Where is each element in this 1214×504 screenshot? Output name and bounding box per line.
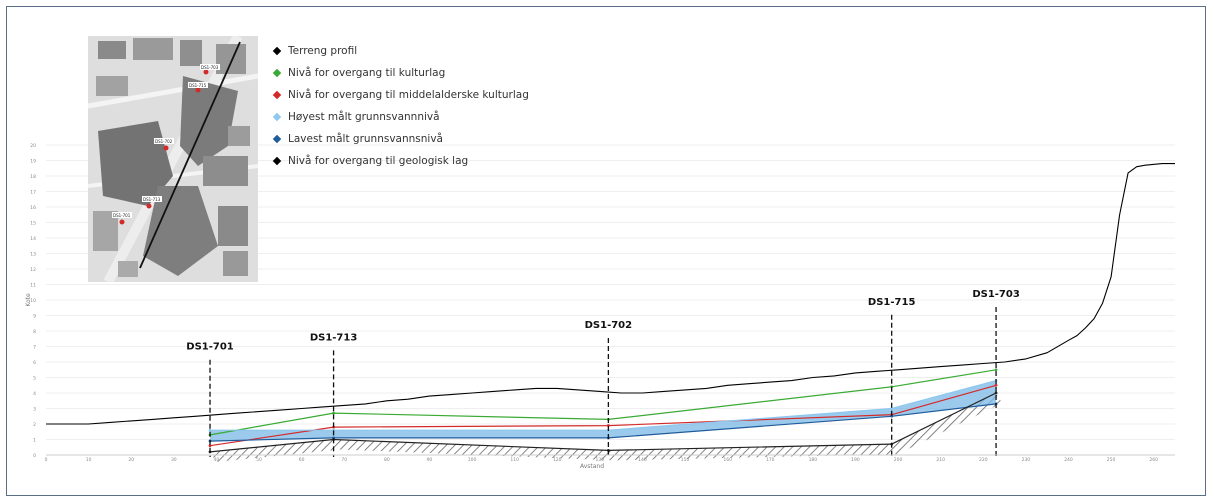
legend-item-medieval-layer: Nivå for overgang til middelalderske kul… (272, 84, 529, 106)
y-tick-label: 5 (33, 376, 36, 382)
x-tick-label: 170 (766, 457, 775, 463)
x-tick-label: 110 (510, 457, 519, 463)
data-point (890, 407, 894, 410)
map-label-ds1-701: DS1-701 (113, 213, 131, 218)
x-tick-label: 220 (979, 457, 988, 463)
legend-label: Terreng profil (288, 45, 358, 57)
x-tick-label: 60 (299, 457, 305, 463)
x-tick-label: 80 (384, 457, 390, 463)
data-point (208, 444, 212, 448)
legend-label: Nivå for overgang til kulturlag (288, 67, 446, 79)
borehole-label: DS1-715 (868, 297, 916, 308)
data-point (994, 383, 998, 387)
borehole-label: DS1-702 (585, 320, 633, 331)
legend-marker (272, 46, 282, 56)
boreholes: DS1-701 DS1-713 DS1-702 DS1-715 DS1-703 (186, 289, 1020, 457)
x-tick-label: 130 (596, 457, 605, 463)
x-tick-label: 40 (214, 457, 220, 463)
x-tick-label: 20 (128, 457, 134, 463)
legend-item-geological-layer: Nivå for overgang til geologisk lag (272, 150, 529, 172)
x-tick-label: 30 (171, 457, 177, 463)
y-tick-label: 10 (30, 298, 36, 304)
legend-item-lowest-groundwater: Lavest målt grunnsvannsnivå (272, 128, 529, 150)
y-tick-label: 11 (30, 283, 36, 289)
x-tick-label: 90 (427, 457, 433, 463)
legend-item-terrain: Terreng profil (272, 40, 529, 62)
y-tick-label: 17 (30, 190, 36, 196)
y-tick-label: 2 (33, 422, 36, 428)
inset-map: DS1-703 DS1-715 DS1-702 DS1-713 DS1-701 (88, 36, 258, 282)
inset-map-image: DS1-703 DS1-715 DS1-702 DS1-713 DS1-701 (88, 36, 258, 282)
legend-label: Nivå for overgang til geologisk lag (288, 155, 469, 167)
map-label-ds1-715: DS1-715 (189, 83, 207, 88)
y-tick-label: 13 (30, 252, 36, 258)
y-tick-label: 14 (30, 236, 36, 242)
x-tick-label: 140 (638, 457, 647, 463)
y-tick-label: 4 (33, 391, 36, 397)
x-tick-label: 240 (1064, 457, 1073, 463)
y-tick-label: 7 (33, 345, 36, 351)
legend-label: Høyest målt grunnsvannnivå (288, 111, 440, 123)
y-tick-label: 20 (30, 143, 36, 149)
x-tick-label: 260 (1149, 457, 1158, 463)
x-tick-label: 200 (894, 457, 903, 463)
y-tick-label: 1 (33, 438, 36, 444)
y-tick-label: 12 (30, 267, 36, 273)
borehole-label: DS1-713 (310, 332, 358, 343)
map-label-ds1-703: DS1-703 (201, 65, 219, 70)
data-point (606, 424, 610, 427)
legend-marker (272, 68, 282, 78)
legend-item-cultural-layer: Nivå for overgang til kulturlag (272, 62, 529, 84)
legend-marker (272, 156, 282, 166)
legend-label: Nivå for overgang til middelalderske kul… (288, 89, 529, 101)
x-tick-label: 210 (936, 457, 945, 463)
y-tick-label: 16 (30, 205, 36, 211)
groundwater-band-fill (210, 380, 997, 442)
x-tick-label: 10 (86, 457, 92, 463)
legend-label: Lavest målt grunnsvannsnivå (288, 133, 443, 145)
data-point (332, 428, 335, 432)
y-tick-label: 19 (30, 159, 36, 165)
y-tick-label: 15 (30, 221, 36, 227)
map-label-ds1-702: DS1-702 (155, 139, 173, 144)
x-tick-label: 160 (723, 457, 732, 463)
legend-marker (272, 134, 282, 144)
x-tick-label: 230 (1022, 457, 1031, 463)
data-point (332, 411, 335, 415)
map-label-ds1-713: DS1-713 (143, 197, 161, 202)
data-point (208, 428, 212, 432)
x-tick-label: 150 (681, 457, 690, 463)
legend: Terreng profil Nivå for overgang til kul… (272, 40, 529, 172)
y-tick-label: 9 (33, 314, 36, 320)
x-tick-label: 50 (256, 457, 262, 463)
x-tick-label: 190 (851, 457, 860, 463)
y-axis-label: Kote (25, 293, 32, 307)
data-point (994, 391, 998, 395)
y-tick-label: 0 (33, 453, 36, 459)
terrain-line (46, 163, 1175, 425)
borehole-label: DS1-701 (186, 342, 234, 353)
inset-map-markers (119, 69, 209, 225)
x-tick-label: 100 (468, 457, 477, 463)
legend-item-highest-groundwater: Høyest målt grunnsvannnivå (272, 106, 529, 128)
data-point (890, 414, 894, 418)
x-tick-label: 0 (45, 457, 48, 463)
x-tick-label: 70 (341, 457, 347, 463)
y-tick-label: 3 (33, 407, 36, 413)
groundwater-band (210, 380, 1003, 462)
x-tick-label: 120 (553, 457, 562, 463)
x-tick-label: 250 (1107, 457, 1116, 463)
data-point (994, 368, 998, 372)
y-tick-label: 18 (30, 174, 36, 180)
legend-marker (272, 112, 282, 122)
x-tick-label: 180 (809, 457, 818, 463)
y-tick-label: 6 (33, 360, 36, 366)
legend-marker (272, 90, 282, 100)
y-tick-label: 8 (33, 329, 36, 335)
borehole-label: DS1-703 (972, 289, 1020, 300)
x-axis-label: Avstand (580, 463, 604, 470)
geology-hatch-area (210, 393, 1003, 462)
